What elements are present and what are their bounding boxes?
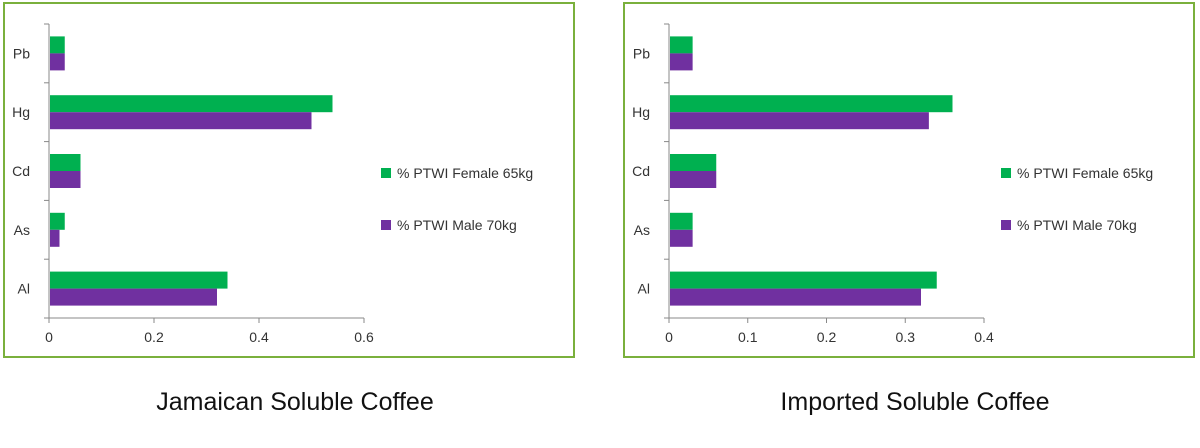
- chart-panel-imported: 0 0.1 0.2 0.3 0.4 Al As Cd Hg Pb % PTWI Female 65k…: [620, 0, 1200, 448]
- y-tick-label-as: As: [14, 222, 30, 238]
- x-tick-label: 0: [45, 329, 53, 345]
- bar-chart-jamaican: 0 0.2 0.4 0.6 Al As Cd Hg Pb % PTWI Female 65kg % …: [12, 23, 533, 345]
- bar-female-as: [50, 212, 65, 230]
- bar-male-cd: [670, 171, 717, 188]
- chart-caption: Imported Soluble Coffee: [780, 388, 1050, 416]
- bar-male-al: [50, 288, 217, 306]
- y-tick-label-pb: Pb: [633, 45, 650, 61]
- legend-label: % PTWI Female 65kg: [1017, 165, 1153, 181]
- bar-male-pb: [670, 53, 693, 71]
- legend-swatch: [381, 220, 391, 230]
- legend-label: % PTWI Male 70kg: [1017, 217, 1137, 233]
- x-tick-label: 0.2: [817, 329, 837, 345]
- bar-female-hg: [670, 95, 953, 113]
- chart-caption: Jamaican Soluble Coffee: [156, 388, 434, 416]
- bar-male-hg: [50, 112, 312, 130]
- bar-female-hg: [50, 95, 333, 113]
- bar-chart-imported: 0 0.1 0.2 0.3 0.4 Al As Cd Hg Pb % PTWI Female 65k…: [632, 23, 1153, 345]
- x-tick-label: 0.4: [249, 329, 269, 345]
- legend-label: % PTWI Female 65kg: [397, 165, 533, 181]
- legend-swatch: [381, 168, 391, 178]
- bar-male-cd: [50, 171, 81, 188]
- y-tick-label-pb: Pb: [13, 45, 30, 61]
- y-tick-label-hg: Hg: [12, 104, 30, 120]
- bar-male-al: [670, 288, 921, 306]
- x-tick-label: 0.2: [144, 329, 164, 345]
- bar-female-al: [670, 271, 937, 289]
- bar-female-cd: [50, 154, 81, 171]
- y-tick-label-hg: Hg: [632, 104, 650, 120]
- legend-swatch: [1001, 220, 1011, 230]
- bar-female-pb: [50, 36, 65, 54]
- legend-swatch: [1001, 168, 1011, 178]
- bar-male-pb: [50, 53, 65, 71]
- legend-label: % PTWI Male 70kg: [397, 217, 517, 233]
- chart-panel-jamaican: 0 0.2 0.4 0.6 Al As Cd Hg Pb % PTWI Female 65kg % …: [0, 0, 580, 448]
- bar-male-as: [670, 229, 693, 247]
- x-tick-label: 0.6: [354, 329, 374, 345]
- y-tick-label-al: Al: [18, 281, 30, 297]
- y-tick-label-al: Al: [638, 281, 650, 297]
- x-tick-label: 0.3: [896, 329, 916, 345]
- bar-female-as: [670, 212, 693, 230]
- bar-female-cd: [670, 154, 717, 171]
- y-tick-label-cd: Cd: [12, 163, 30, 179]
- bar-female-al: [50, 271, 228, 289]
- x-tick-label: 0: [665, 329, 673, 345]
- y-tick-label-as: As: [634, 222, 650, 238]
- bar-male-as: [50, 229, 60, 247]
- x-tick-label: 0.1: [738, 329, 758, 345]
- bar-female-pb: [670, 36, 693, 54]
- bar-male-hg: [670, 112, 929, 130]
- y-tick-label-cd: Cd: [632, 163, 650, 179]
- x-tick-label: 0.4: [974, 329, 994, 345]
